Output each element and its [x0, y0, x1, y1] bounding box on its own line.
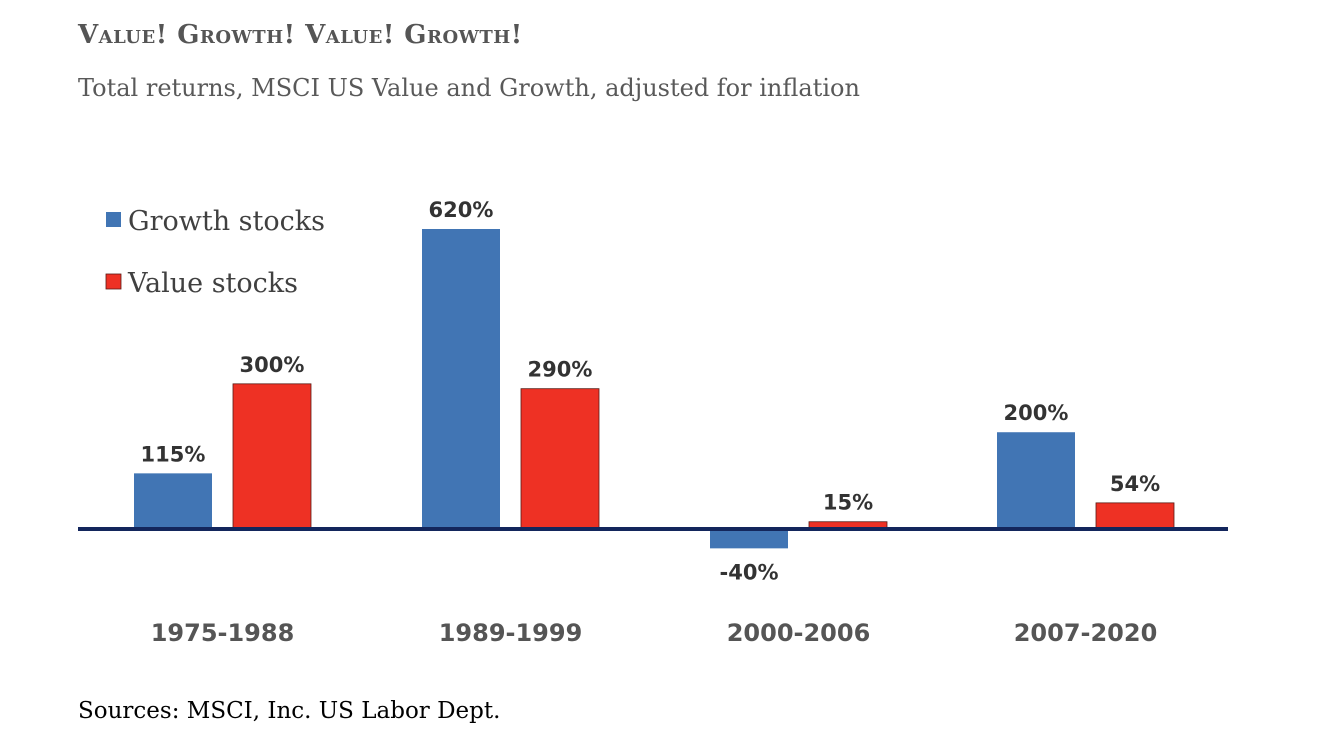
- data-label-growth-2000-2006: -40%: [720, 560, 779, 584]
- data-labels-group: 115% 620% -40% 200% 300% 290% 15% 54%: [141, 198, 1161, 584]
- data-label-value-1989-1999: 290%: [528, 358, 593, 382]
- bar-growth-2007-2020: [997, 432, 1075, 529]
- category-labels-group: 1975-1988 1989-1999 2000-2006 2007-2020: [151, 619, 1158, 647]
- bar-value-2007-2020: [1095, 502, 1175, 530]
- bar-value-1975-1988: [232, 383, 312, 530]
- bar-growth-1975-1988: [134, 473, 212, 529]
- data-label-value-2000-2006: 15%: [823, 491, 873, 515]
- chart-legend: Growth stocks Value stocks: [105, 206, 325, 299]
- legend-label-value: Value stocks: [127, 268, 298, 299]
- chart-title: Value! Growth! Value! Growth!: [78, 20, 523, 50]
- data-label-growth-2007-2020: 200%: [1004, 401, 1069, 425]
- category-label-2007-2020: 2007-2020: [1014, 619, 1158, 647]
- category-label-1975-1988: 1975-1988: [151, 619, 295, 647]
- bars-group: [134, 229, 1175, 549]
- data-label-growth-1975-1988: 115%: [141, 442, 206, 466]
- bar-growth-1989-1999: [422, 229, 500, 529]
- bar-growth-2000-2006: [710, 529, 788, 549]
- bar-value-1989-1999: [520, 388, 600, 530]
- legend-swatch-growth: [106, 212, 121, 227]
- category-label-1989-1999: 1989-1999: [439, 619, 583, 647]
- source-note: Sources: MSCI, Inc. US Labor Dept.: [78, 698, 501, 724]
- legend-swatch-value: [105, 273, 122, 290]
- category-label-2000-2006: 2000-2006: [727, 619, 871, 647]
- data-label-value-2007-2020: 54%: [1110, 472, 1160, 496]
- chart-subtitle: Total returns, MSCI US Value and Growth,…: [78, 74, 860, 102]
- legend-label-growth: Growth stocks: [128, 206, 325, 237]
- data-label-value-1975-1988: 300%: [240, 353, 305, 377]
- data-label-growth-1989-1999: 620%: [429, 198, 494, 222]
